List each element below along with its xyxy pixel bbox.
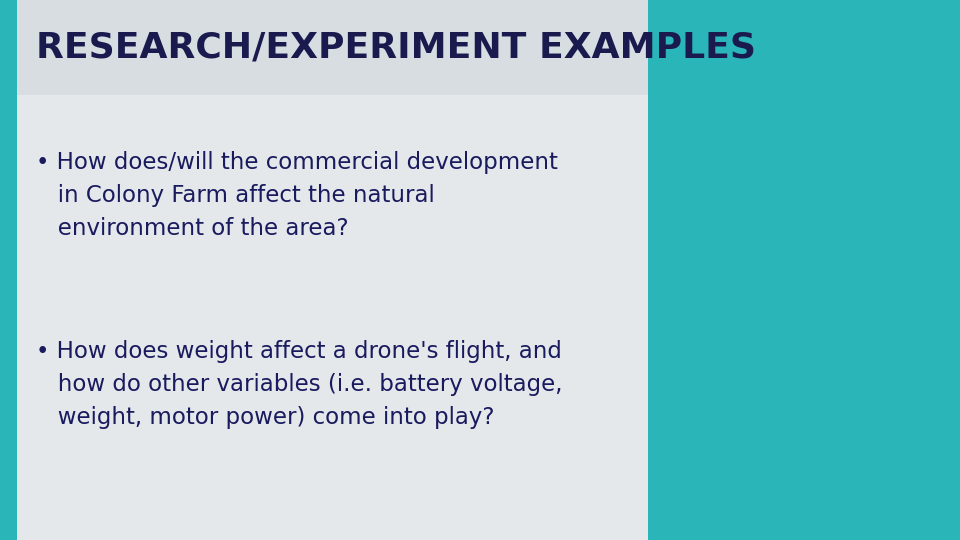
Bar — [0, 0, 648, 94]
Bar — [648, 0, 960, 540]
Bar — [0, 0, 17, 540]
Text: • How does/will the commercial development
   in Colony Farm affect the natural
: • How does/will the commercial developme… — [36, 151, 559, 240]
Text: RESEARCH/EXPERIMENT EXAMPLES: RESEARCH/EXPERIMENT EXAMPLES — [36, 30, 756, 64]
Text: • How does weight affect a drone's flight, and
   how do other variables (i.e. b: • How does weight affect a drone's fligh… — [36, 340, 563, 429]
